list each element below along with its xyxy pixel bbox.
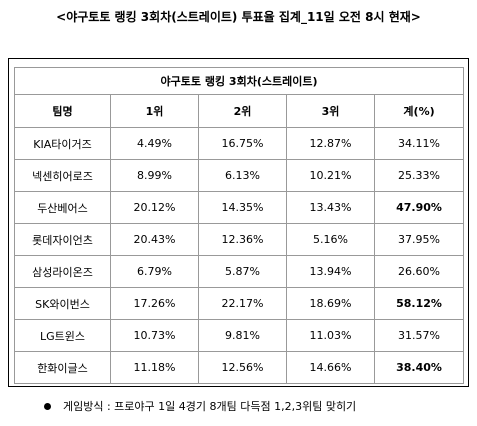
table-row: 롯데자이언츠 20.43% 12.36% 5.16% 37.95% bbox=[14, 223, 465, 256]
table-row: 한화이글스 11.18% 12.56% 14.66% 38.40% bbox=[14, 351, 465, 384]
first-cell: 11.18% bbox=[110, 351, 199, 384]
team-cell: 넥센히어로즈 bbox=[14, 159, 111, 192]
team-cell: 한화이글스 bbox=[14, 351, 111, 384]
second-cell: 12.56% bbox=[198, 351, 287, 384]
second-cell: 14.35% bbox=[198, 191, 287, 224]
second-cell: 12.36% bbox=[198, 223, 287, 256]
first-cell: 4.49% bbox=[110, 127, 199, 160]
team-cell: SK와이번스 bbox=[14, 287, 111, 320]
third-cell: 10.21% bbox=[286, 159, 375, 192]
table-frame: 야구토토 랭킹 3회차(스트레이트) 팀명 1위 2위 3위 계(%) KIA타… bbox=[8, 58, 469, 387]
second-cell: 9.81% bbox=[198, 319, 287, 352]
table-row: SK와이번스 17.26% 22.17% 18.69% 58.12% bbox=[14, 287, 465, 320]
table-row: 넥센히어로즈 8.99% 6.13% 10.21% 25.33% bbox=[14, 159, 465, 192]
table-row: 두산베어스 20.12% 14.35% 13.43% 47.90% bbox=[14, 191, 465, 224]
total-cell: 38.40% bbox=[373, 351, 465, 384]
total-cell: 47.90% bbox=[373, 191, 465, 224]
second-cell: 16.75% bbox=[198, 127, 287, 160]
second-cell: 22.17% bbox=[198, 287, 287, 320]
first-cell: 20.43% bbox=[110, 223, 199, 256]
team-cell: KIA타이거즈 bbox=[14, 127, 111, 160]
third-cell: 14.66% bbox=[286, 351, 375, 384]
second-cell: 6.13% bbox=[198, 159, 287, 192]
header-first: 1위 bbox=[110, 94, 199, 128]
ranking-table: 야구토토 랭킹 3회차(스트레이트) 팀명 1위 2위 3위 계(%) KIA타… bbox=[13, 67, 465, 384]
footnote-text: 게임방식 : 프로야구 1일 4경기 8개팀 다득점 1,2,3위팀 맞히기 bbox=[63, 400, 357, 413]
total-cell: 25.33% bbox=[373, 159, 465, 192]
total-cell: 26.60% bbox=[373, 255, 465, 288]
second-cell: 5.87% bbox=[198, 255, 287, 288]
third-cell: 5.16% bbox=[286, 223, 375, 256]
header-second: 2위 bbox=[198, 94, 287, 128]
third-cell: 13.94% bbox=[286, 255, 375, 288]
total-cell: 37.95% bbox=[373, 223, 465, 256]
footnote: 게임방식 : 프로야구 1일 4경기 8개팀 다득점 1,2,3위팀 맞히기 bbox=[44, 398, 356, 414]
bullet-icon bbox=[44, 402, 51, 410]
page-title: <야구토토 랭킹 3회차(스트레이트) 투표율 집계_11일 오전 8시 현재> bbox=[56, 10, 421, 24]
third-cell: 11.03% bbox=[286, 319, 375, 352]
first-cell: 17.26% bbox=[110, 287, 199, 320]
header-third: 3위 bbox=[286, 94, 375, 128]
table-row: 삼성라이온즈 6.79% 5.87% 13.94% 26.60% bbox=[14, 255, 465, 288]
team-cell: 롯데자이언츠 bbox=[14, 223, 111, 256]
table-row: LG트윈스 10.73% 9.81% 11.03% 31.57% bbox=[14, 319, 465, 352]
first-cell: 8.99% bbox=[110, 159, 199, 192]
header-total: 계(%) bbox=[373, 94, 465, 128]
header-team: 팀명 bbox=[14, 94, 111, 128]
team-cell: 삼성라이온즈 bbox=[14, 255, 111, 288]
first-cell: 10.73% bbox=[110, 319, 199, 352]
team-cell: LG트윈스 bbox=[14, 319, 111, 352]
team-cell: 두산베어스 bbox=[14, 191, 111, 224]
third-cell: 12.87% bbox=[286, 127, 375, 160]
first-cell: 6.79% bbox=[110, 255, 199, 288]
third-cell: 13.43% bbox=[286, 191, 375, 224]
total-cell: 58.12% bbox=[373, 287, 465, 320]
total-cell: 31.57% bbox=[373, 319, 465, 352]
first-cell: 20.12% bbox=[110, 191, 199, 224]
third-cell: 18.69% bbox=[286, 287, 375, 320]
table-row: KIA타이거즈 4.49% 16.75% 12.87% 34.11% bbox=[14, 127, 465, 160]
total-cell: 34.11% bbox=[373, 127, 465, 160]
table-title: 야구토토 랭킹 3회차(스트레이트) bbox=[13, 67, 465, 95]
